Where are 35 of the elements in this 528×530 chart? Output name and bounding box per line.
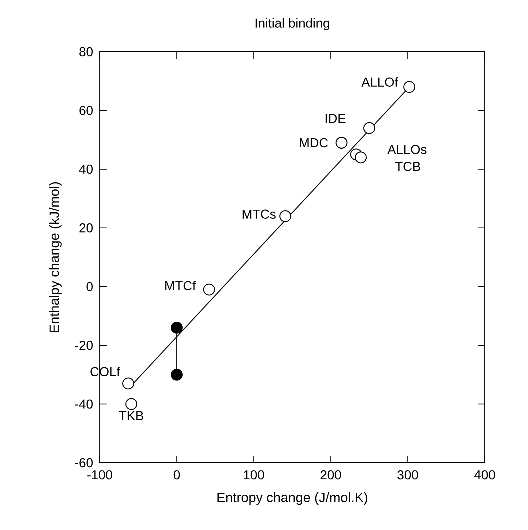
x-tick-label: 300 <box>398 470 418 480</box>
annotation: TKB <box>119 411 144 420</box>
x-tick-label: 400 <box>474 470 496 480</box>
point <box>355 152 367 164</box>
y-tick-label: -60 <box>75 458 93 468</box>
y-tick-label: 60 <box>80 106 93 116</box>
point <box>171 368 183 381</box>
x-tick-label: 200 <box>320 470 342 480</box>
point <box>280 210 292 222</box>
point <box>336 137 348 149</box>
annotation: TCB <box>396 162 420 172</box>
y-tick-label: 80 <box>80 47 93 57</box>
y-tick-label: -20 <box>75 340 93 350</box>
annotation: MTCf <box>166 281 196 291</box>
point <box>171 322 183 334</box>
y-axis-title: Enthalpy change (kJ/mol) <box>49 182 62 332</box>
x-tick-label: 0 <box>174 470 180 480</box>
point <box>404 81 416 94</box>
point <box>122 378 134 390</box>
x-tick-label: -100 <box>88 470 112 480</box>
annotation: ALLOs <box>388 145 427 154</box>
annotation: MDC <box>300 138 328 148</box>
point <box>126 398 138 410</box>
point <box>364 122 376 134</box>
chart-title: Initial binding <box>256 18 330 30</box>
annotation: ALLOf <box>362 77 398 87</box>
annotation: MTCs <box>242 210 276 219</box>
point <box>203 284 216 296</box>
x-axis-title: Entropy change (J/mol.K) <box>218 492 368 506</box>
y-tick-label: -40 <box>75 400 93 409</box>
y-tick-label: 0 <box>86 282 93 292</box>
y-tick-label: 20 <box>80 224 93 233</box>
y-tick-label: 40 <box>79 164 93 174</box>
x-tick-label: 100 <box>244 470 264 480</box>
annotation: IDE <box>326 114 346 124</box>
